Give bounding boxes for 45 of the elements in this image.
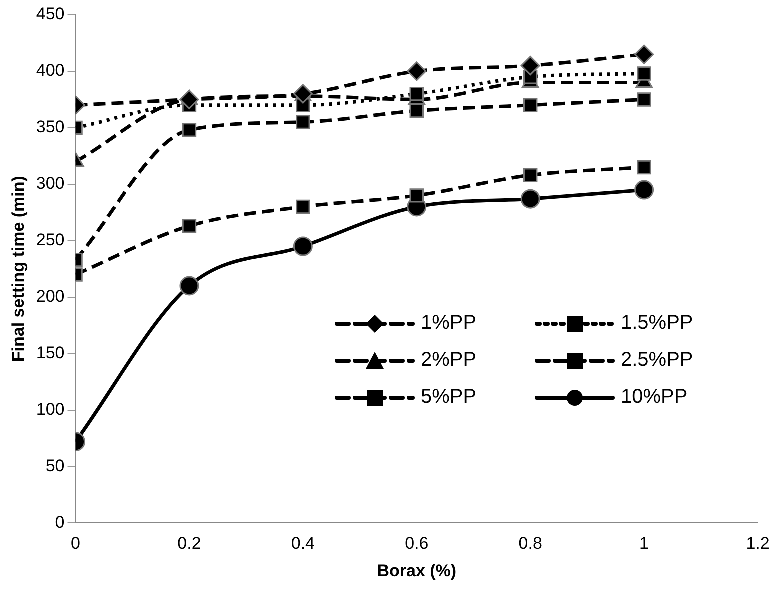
x-axis-title: Borax (%) xyxy=(377,561,457,580)
point xyxy=(182,219,197,234)
point xyxy=(410,104,424,118)
point xyxy=(634,44,654,64)
y-tick-label: 300 xyxy=(36,174,65,194)
y-tick-label: 100 xyxy=(36,400,65,419)
x-tick-label: 0.2 xyxy=(178,534,202,554)
point xyxy=(523,168,538,182)
point xyxy=(180,90,200,110)
legend-label: 1%PP xyxy=(421,312,477,335)
x-tick-label: 1.2 xyxy=(746,534,770,554)
y-tick-label: 450 xyxy=(36,4,65,24)
y-tick-label: 200 xyxy=(36,287,65,306)
point xyxy=(410,188,424,203)
point xyxy=(182,123,197,138)
point xyxy=(520,189,540,209)
y-axis-title: Final setting time (min) xyxy=(8,176,28,362)
point xyxy=(637,92,652,107)
legend-label: 2.5%PP xyxy=(621,349,694,372)
x-tick-label: 0.4 xyxy=(291,534,315,554)
point xyxy=(410,86,424,102)
point xyxy=(520,56,540,76)
point xyxy=(296,115,310,130)
point xyxy=(523,98,538,112)
legend-label: 2%PP xyxy=(421,349,477,372)
y-tick-label: 150 xyxy=(36,343,65,362)
x-tick-label: 0 xyxy=(71,534,80,554)
legend-label: 10%PP xyxy=(621,386,688,409)
point xyxy=(637,160,652,175)
legend-label: 5%PP xyxy=(421,386,477,409)
x-tick-label: 0.6 xyxy=(405,534,429,554)
y-tick-label: 50 xyxy=(46,456,65,476)
y-tick-label: 0 xyxy=(55,512,65,532)
y-tick-label: 350 xyxy=(36,118,65,137)
y-tick-label: 250 xyxy=(36,230,65,250)
point xyxy=(180,276,200,296)
point xyxy=(407,62,427,82)
legend-label: 1.5%PP xyxy=(621,312,694,335)
point xyxy=(296,200,310,214)
point xyxy=(293,236,313,256)
y-tick-label: 400 xyxy=(36,61,65,80)
x-tick-label: 0.8 xyxy=(518,534,542,554)
point xyxy=(637,66,652,81)
x-tick-label: 1 xyxy=(640,534,650,554)
point xyxy=(634,180,654,200)
